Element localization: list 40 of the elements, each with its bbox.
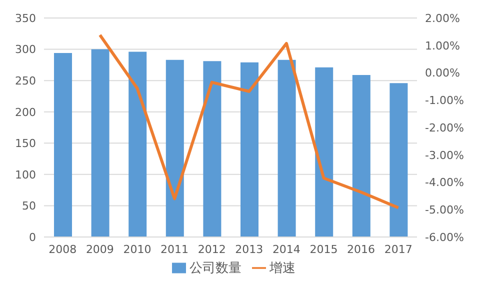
y2-tick-label: -4.00%	[425, 176, 464, 190]
x-tick-label: 2013	[235, 242, 264, 256]
x-tick-label: 2009	[86, 242, 114, 256]
y-tick-label: 200	[15, 106, 36, 119]
bar	[166, 60, 184, 237]
bar	[203, 61, 222, 237]
bar	[278, 60, 296, 237]
x-tick-label: 2008	[48, 242, 77, 256]
y-tick-label: 250	[15, 74, 36, 88]
y-tick-label: 0	[29, 230, 36, 244]
y2-tick-label: 1.00%	[425, 39, 460, 52]
y-tick-label: 350	[15, 12, 36, 25]
bar	[54, 53, 72, 237]
bar	[91, 49, 110, 237]
y2-tick-label: -5.00%	[425, 204, 464, 217]
y2-tick-label: -2.00%	[425, 121, 464, 134]
x-tick-label: 2012	[198, 242, 226, 256]
bar	[390, 83, 408, 237]
x-tick-label: 2010	[123, 242, 152, 256]
bar	[352, 74, 370, 237]
x-tick-label: 2017	[384, 242, 412, 256]
y2-tick-label: -3.00%	[425, 148, 464, 162]
y-tick-label: 50	[22, 200, 36, 213]
line-series	[98, 33, 400, 210]
x-tick-label: 2014	[272, 242, 300, 256]
legend-label: 公司数量	[190, 261, 242, 276]
x-tick-label: 2016	[347, 242, 376, 256]
x-tick-label: 2015	[310, 242, 338, 256]
y2-tick-label: -6.00%	[425, 230, 464, 244]
y2-tick-label: 2.00%	[425, 12, 460, 25]
x-tick-label: 2011	[160, 242, 189, 256]
bar	[240, 62, 258, 237]
legend-label: 增速	[270, 261, 296, 276]
y-tick-label: 150	[15, 137, 36, 150]
y2-tick-label: -1.00%	[425, 94, 464, 108]
bar	[315, 67, 334, 237]
y2-tick-label: 0.00%	[425, 66, 460, 80]
bar	[128, 52, 147, 237]
y-tick-label: 300	[15, 43, 36, 56]
y-tick-label: 100	[15, 168, 36, 182]
